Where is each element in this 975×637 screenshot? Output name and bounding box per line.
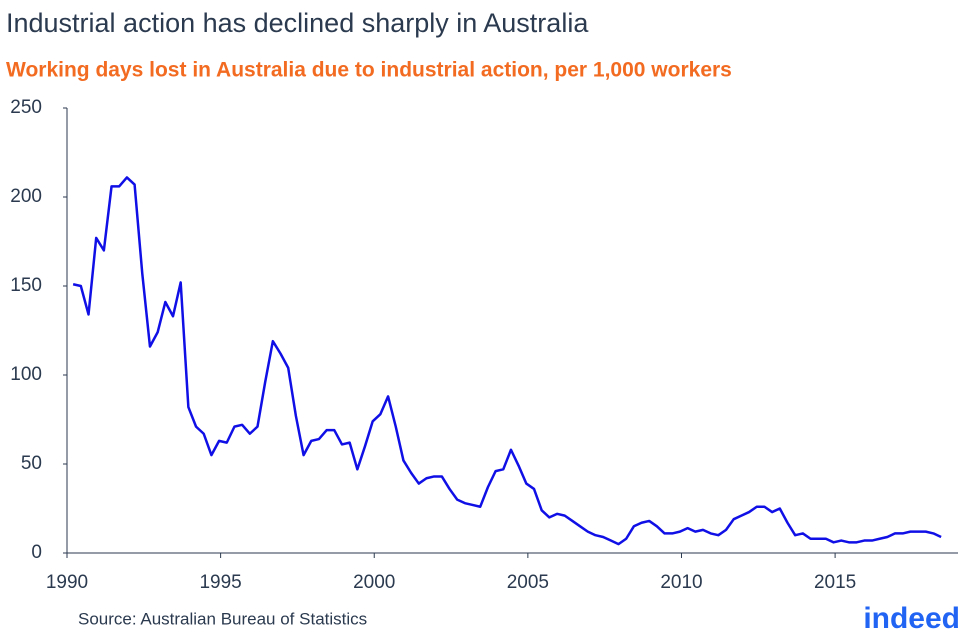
y-tick-label: 0 <box>31 542 42 563</box>
x-tick-label: 1995 <box>199 572 241 593</box>
logo: indeed <box>863 602 960 635</box>
x-tick-label: 2015 <box>814 572 856 593</box>
x-tick-label: 2000 <box>353 572 395 593</box>
x-tick-label: 2005 <box>507 572 549 593</box>
chart-subtitle: Working days lost in Australia due to in… <box>6 59 732 82</box>
y-tick-label: 250 <box>10 97 42 118</box>
x-tick-label: 2010 <box>660 572 702 593</box>
y-tick-label: 150 <box>10 275 42 296</box>
y-tick-label: 200 <box>10 186 42 207</box>
y-tick-label: 50 <box>21 453 42 474</box>
chart-title: Industrial action has declined sharply i… <box>6 8 589 38</box>
line <box>72 176 942 546</box>
x-tick-label: 1990 <box>46 572 88 593</box>
y-tick-label: 100 <box>10 364 42 385</box>
source: Source: Australian Bureau of Statistics <box>78 609 367 628</box>
